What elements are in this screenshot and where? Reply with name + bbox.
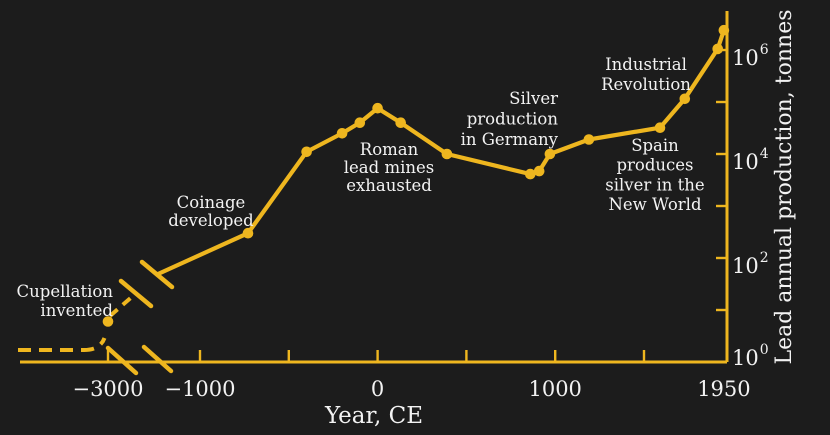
data-point-marker	[712, 43, 723, 55]
data-point-marker	[544, 148, 556, 160]
x-axis-tick-label: 0	[371, 377, 384, 401]
annotation-industrial-revolution: Revolution	[601, 75, 691, 94]
x-axis-tick-label: 1950	[697, 377, 750, 401]
data-point-marker	[441, 148, 453, 160]
data-point-marker	[583, 134, 595, 145]
data-point-marker	[301, 146, 312, 158]
data-point-marker	[718, 24, 730, 36]
annotation-silver-production-germany: Silver	[509, 89, 558, 108]
production-line	[155, 28, 727, 277]
data-point-marker	[654, 122, 666, 133]
data-point-marker	[533, 165, 545, 177]
annotation-coinage-developed: developed	[168, 211, 254, 230]
y-axis-tick-label: 100	[732, 342, 769, 370]
chart-generated-layer: −3000 −1000 0 1000 1950 100 102 104 106 Cupellati…	[17, 11, 769, 401]
annotation-cupellation-invented: Cupellation	[17, 282, 114, 301]
annotation-silver-production-germany: production	[467, 110, 559, 129]
annotation-spain-new-world-silver: silver in the	[605, 175, 704, 194]
annotation-spain-new-world-silver: New World	[608, 195, 702, 214]
y-axis-tick-exponent: 2	[760, 250, 769, 266]
x-axis-tick-label: −3000	[72, 377, 143, 401]
line-break-slash	[118, 278, 154, 309]
data-point-marker	[336, 128, 348, 139]
y-axis-tick-exponent: 6	[760, 42, 769, 58]
y-axis-title: Lead annual production, tonnes	[772, 9, 797, 364]
annotation-spain-new-world-silver: Spain	[631, 136, 679, 155]
x-axis-break-slash	[141, 344, 174, 374]
annotation-silver-production-germany: in Germany	[461, 130, 559, 149]
production-line-dashed-flat	[18, 337, 107, 352]
x-axis-title: Year, CE	[324, 403, 423, 429]
data-point-marker	[679, 93, 691, 105]
annotation-cupellation-invented: invented	[40, 301, 113, 320]
y-axis-tick-label: 102	[732, 250, 769, 278]
data-point-marker	[395, 117, 407, 128]
annotation-industrial-revolution: Industrial	[605, 55, 687, 74]
annotation-spain-new-world-silver: produces	[616, 156, 693, 175]
y-axis-tick-label: 106	[732, 42, 769, 70]
annotation-roman-lead-mines-exhausted: Roman	[360, 140, 419, 159]
y-axis-tick-label: 104	[732, 146, 769, 174]
data-point-marker	[102, 316, 114, 327]
y-axis-tick-exponent: 0	[760, 342, 769, 358]
production-line-dashed-rise	[108, 293, 136, 318]
x-axis-tick-label: 1000	[528, 377, 581, 401]
x-axis-break-slash	[105, 345, 139, 376]
data-point-marker	[372, 102, 383, 114]
y-axis-tick-exponent: 4	[760, 146, 769, 162]
annotation-roman-lead-mines-exhausted: exhausted	[346, 176, 432, 195]
x-axis-tick-label: −1000	[164, 377, 235, 401]
data-point-marker	[354, 117, 366, 128]
data-point-marker	[525, 168, 536, 180]
annotation-roman-lead-mines-exhausted: lead mines	[344, 158, 434, 177]
data-point-marker	[242, 227, 254, 239]
annotation-coinage-developed: Coinage	[177, 193, 246, 212]
